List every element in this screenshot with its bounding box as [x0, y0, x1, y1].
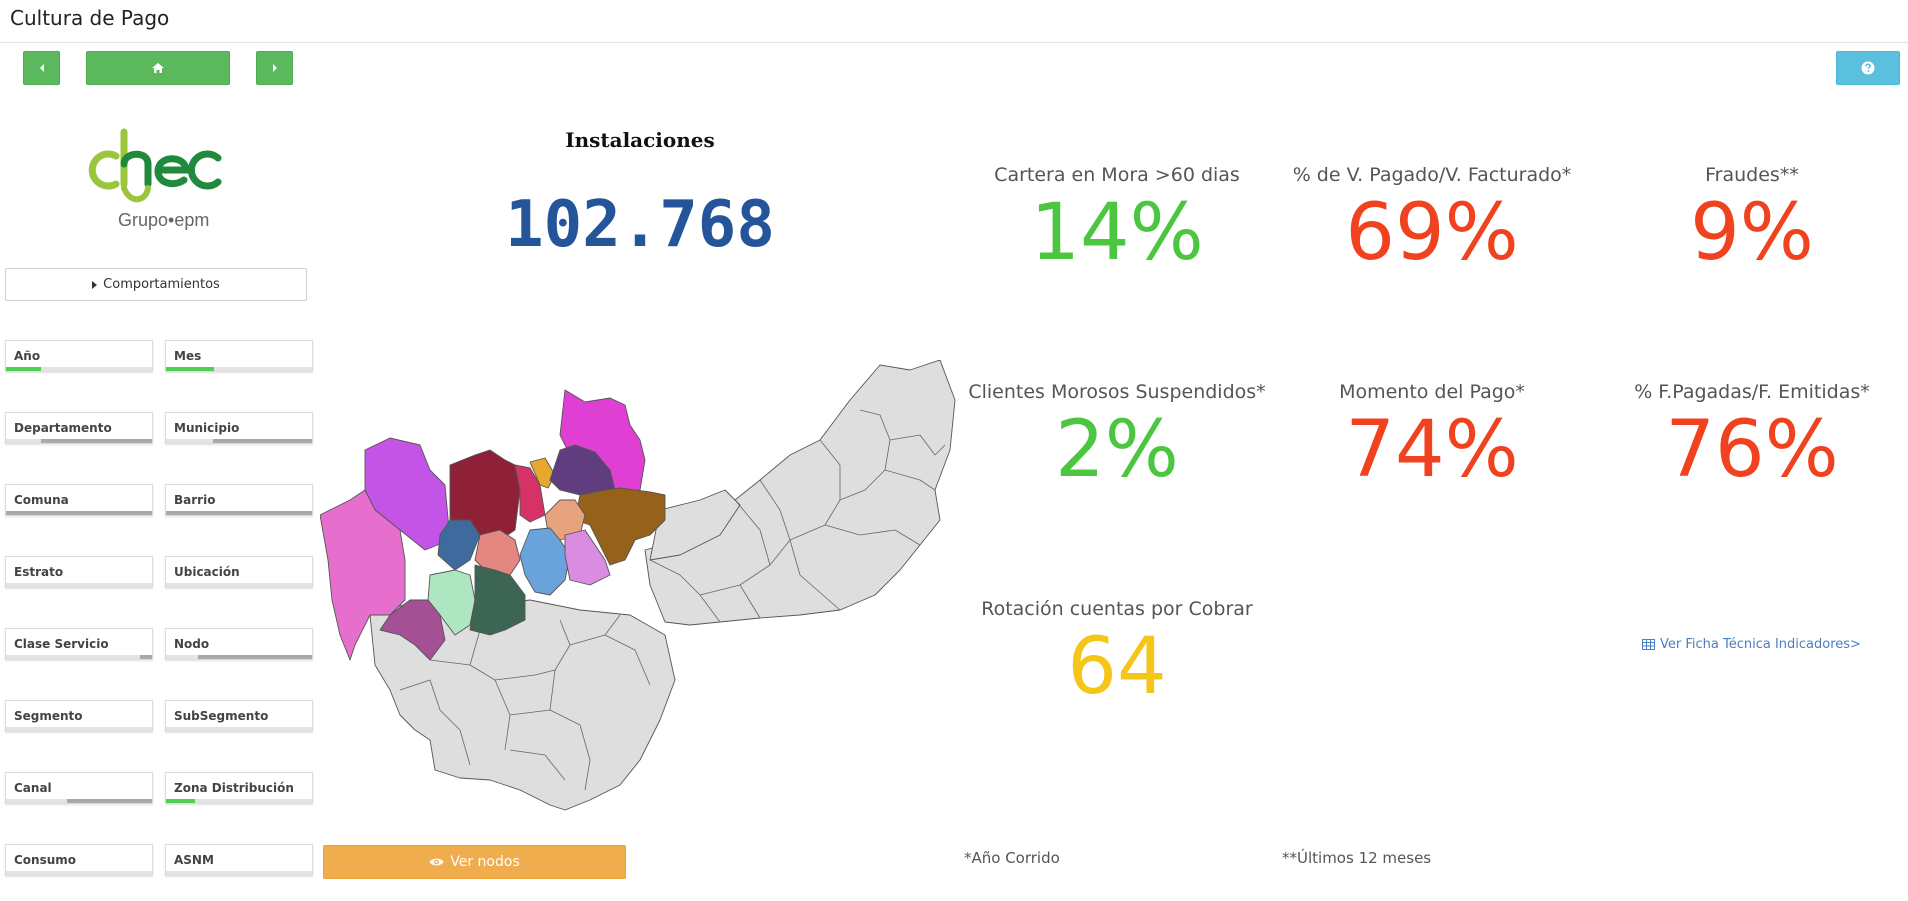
filter-label: Segmento — [14, 709, 83, 723]
map-region-base-east — [644, 360, 956, 626]
kpi-momento: Momento del Pago* 74% — [1267, 381, 1597, 495]
map-region-steel — [437, 519, 481, 571]
map-region-base-south — [369, 599, 676, 811]
back-button[interactable] — [23, 51, 60, 85]
filter-comuna[interactable]: Comuna — [5, 484, 153, 516]
map-region-plum — [379, 599, 446, 661]
filter-anio[interactable]: Año — [5, 340, 153, 372]
map-region-base-mid — [649, 489, 741, 561]
filter-subsegmento[interactable]: SubSegmento — [165, 700, 313, 732]
kpi-value: 64 — [1067, 622, 1167, 712]
map-region-crimson — [514, 464, 546, 523]
filter-label: Consumo — [14, 853, 77, 867]
kpi-value: 2% — [1055, 405, 1179, 495]
ver-nodos-button[interactable]: Ver nodos — [323, 845, 626, 879]
instalaciones-title: Instalaciones — [565, 128, 715, 152]
footnote-ultimos-12-meses: **Últimos 12 meses — [1282, 849, 1432, 867]
filter-mes[interactable]: Mes — [165, 340, 313, 372]
filter-label: Ubicación — [174, 565, 240, 579]
kpi-value: 69% — [1345, 188, 1519, 278]
caret-right-icon — [272, 64, 277, 72]
filter-estrato[interactable]: Estrato — [5, 556, 153, 588]
comportamientos-button[interactable]: Comportamientos — [5, 268, 307, 301]
ficha-tecnica-label: Ver Ficha Técnica Indicadores> — [1660, 637, 1861, 652]
region-map[interactable] — [320, 360, 960, 820]
title-divider — [0, 42, 1908, 43]
ver-nodos-label: Ver nodos — [450, 854, 520, 870]
filter-nodo[interactable]: Nodo — [165, 628, 313, 660]
filter-asnm[interactable]: ASNM — [165, 844, 313, 876]
kpi-label: Cartera en Mora >60 dias — [994, 164, 1240, 186]
filter-label: SubSegmento — [174, 709, 269, 723]
comportamientos-label: Comportamientos — [103, 277, 220, 292]
forward-button[interactable] — [256, 51, 293, 85]
kpi-value: 14% — [1030, 188, 1204, 278]
filter-label: Año — [14, 349, 41, 363]
filter-label: Canal — [14, 781, 52, 795]
help-button[interactable] — [1836, 51, 1900, 85]
filter-label: Zona Distribución — [174, 781, 294, 795]
kpi-rotacion: Rotación cuentas por Cobrar 64 — [952, 598, 1282, 712]
instalaciones-value: 102.768 — [505, 188, 775, 262]
filter-label: Clase Servicio — [14, 637, 109, 651]
filter-label: Nodo — [174, 637, 210, 651]
kpi-label: Fraudes** — [1705, 164, 1799, 186]
filter-barrio[interactable]: Barrio — [165, 484, 313, 516]
kpi-fraudes: Fraudes** 9% — [1587, 164, 1908, 278]
map-region-lavender — [564, 529, 611, 586]
filter-segmento[interactable]: Segmento — [5, 700, 153, 732]
map-region-lightblue — [519, 527, 571, 596]
question-circle-icon — [1861, 61, 1875, 75]
kpi-fpagadas: % F.Pagadas/F. Emitidas* 76% — [1587, 381, 1908, 495]
app-title: Cultura de Pago — [10, 6, 170, 30]
map-region-brown — [574, 487, 666, 566]
caret-left-icon — [39, 64, 44, 72]
filter-clase-servicio[interactable]: Clase Servicio — [5, 628, 153, 660]
kpi-cartera: Cartera en Mora >60 dias 14% — [952, 164, 1282, 278]
filter-ubicacion[interactable]: Ubicación — [165, 556, 313, 588]
home-icon — [152, 63, 164, 73]
map-region-darkgreen — [469, 564, 526, 636]
filter-label: Comuna — [14, 493, 69, 507]
chec-logo: Grupo•epm chec — [86, 118, 236, 238]
filter-consumo[interactable]: Consumo — [5, 844, 153, 876]
kpi-value: 76% — [1665, 405, 1839, 495]
filter-zona-distribucion[interactable]: Zona Distribución — [165, 772, 313, 804]
kpi-label: Momento del Pago* — [1339, 381, 1525, 403]
filter-label: ASNM — [174, 853, 214, 867]
logo-sub: Grupo•epm — [118, 210, 209, 230]
ficha-tecnica-link[interactable]: Ver Ficha Técnica Indicadores> — [1642, 637, 1861, 652]
home-button[interactable] — [86, 51, 230, 85]
kpi-label: Rotación cuentas por Cobrar — [981, 598, 1253, 620]
map-region-salon — [474, 529, 521, 576]
filter-municipio[interactable]: Municipio — [165, 412, 313, 444]
filter-label: Barrio — [174, 493, 216, 507]
eye-icon — [429, 858, 444, 866]
filter-canal[interactable]: Canal — [5, 772, 153, 804]
table-icon — [1642, 639, 1655, 650]
filter-departamento[interactable]: Departamento — [5, 412, 153, 444]
kpi-value: 9% — [1690, 188, 1814, 278]
kpi-label: % de V. Pagado/V. Facturado* — [1292, 164, 1572, 186]
filter-label: Estrato — [14, 565, 64, 579]
kpi-value: 74% — [1345, 405, 1519, 495]
kpi-label: % F.Pagadas/F. Emitidas* — [1634, 381, 1870, 403]
footnote-anio-corrido: *Año Corrido — [964, 849, 1060, 867]
kpi-pagado: % de V. Pagado/V. Facturado* 69% — [1267, 164, 1597, 278]
chec-logo-mark — [88, 128, 222, 203]
filter-label: Departamento — [14, 421, 112, 435]
filter-label: Municipio — [174, 421, 240, 435]
filter-label: Mes — [174, 349, 202, 363]
kpi-label: Clientes Morosos Suspendidos* — [968, 381, 1266, 403]
caret-right-icon — [92, 280, 98, 289]
kpi-suspendidos: Clientes Morosos Suspendidos* 2% — [952, 381, 1282, 495]
